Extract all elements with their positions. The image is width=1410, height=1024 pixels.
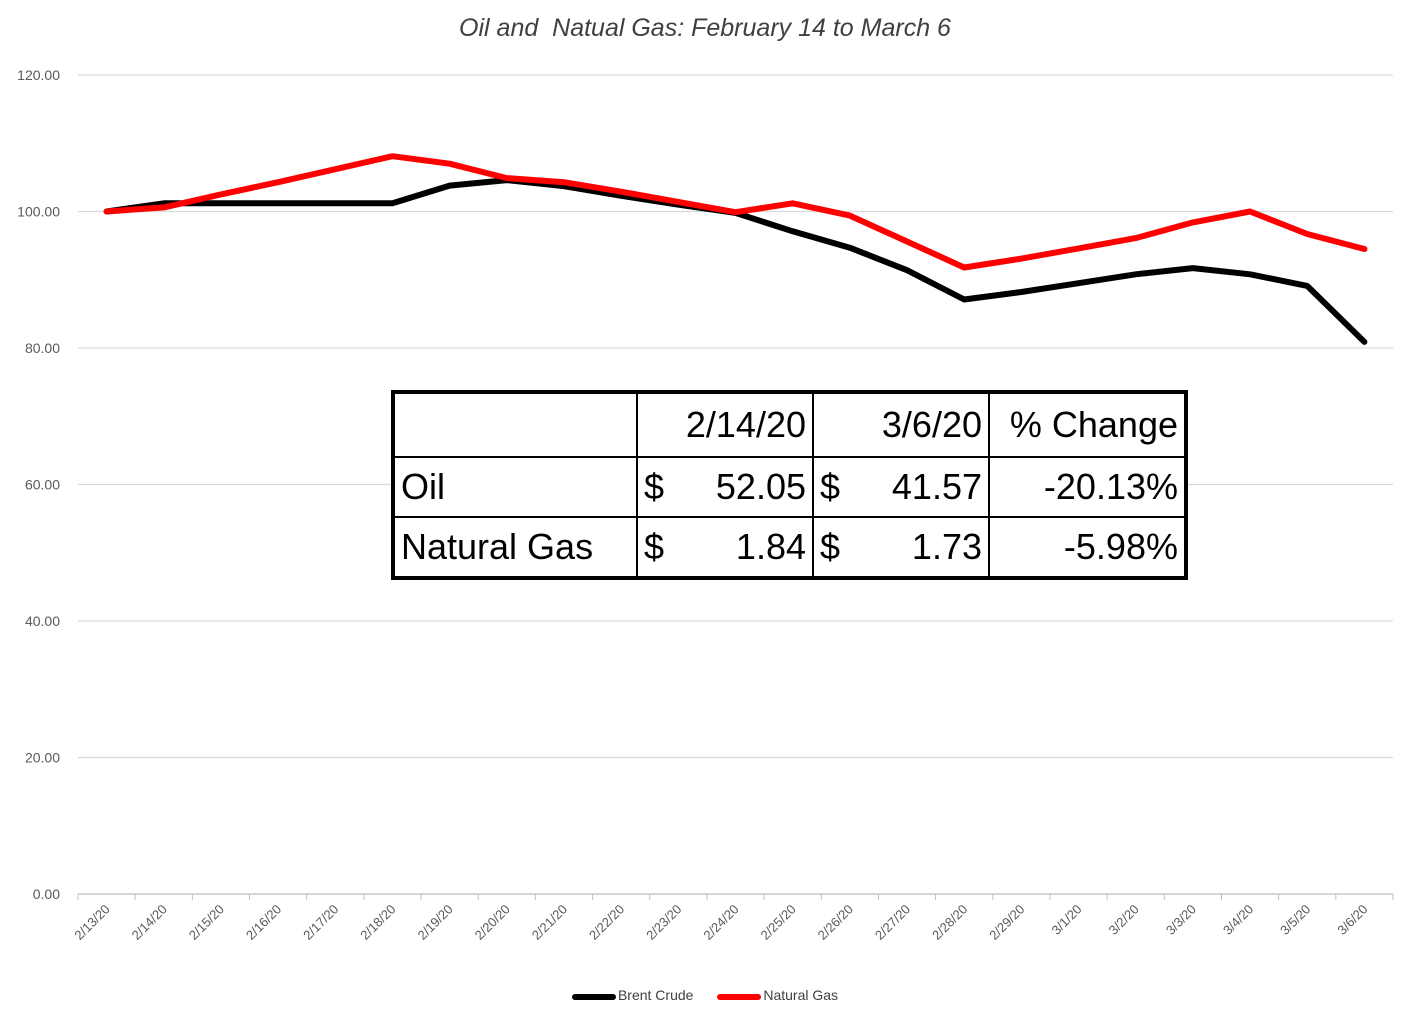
end-price-cell: $41.57 [812, 456, 990, 518]
start-price: 52.05 [715, 466, 806, 507]
table-header-cell [392, 391, 638, 458]
x-tick-label: 3/1/20 [1048, 902, 1084, 938]
x-tick-label: 2/19/20 [414, 902, 455, 943]
series-line-brent-crude [103, 177, 1368, 345]
x-tick-label: 2/13/20 [71, 902, 112, 943]
x-tick-label: 3/4/20 [1220, 902, 1256, 938]
currency-symbol: $ [644, 526, 665, 567]
percent-change-cell: -5.98% [988, 516, 1187, 579]
x-tick-label: 2/26/20 [815, 902, 856, 943]
table-row: Oil $52.05 $41.57 -20.13% [392, 456, 1187, 518]
chart-title: Oil and Natual Gas: February 14 to March… [459, 14, 951, 42]
x-tick-label: 3/3/20 [1163, 902, 1199, 938]
series-lines [103, 153, 1368, 345]
x-tick-label: 3/6/20 [1334, 902, 1370, 938]
start-price-cell: $52.05 [636, 456, 814, 518]
end-price: 41.57 [891, 466, 982, 507]
x-tick-label: 2/23/20 [643, 902, 684, 943]
legend-item-natural-gas: Natural Gas [717, 987, 838, 1003]
y-tick-label: 40.00 [25, 613, 60, 629]
row-label: Oil [392, 456, 638, 518]
x-tick-label: 3/5/20 [1277, 902, 1313, 938]
y-tick-label: 0.00 [33, 886, 60, 902]
y-tick-label: 20.00 [25, 750, 60, 766]
percent-change-cell: -20.13% [988, 456, 1187, 518]
x-tick-label: 2/27/20 [872, 902, 913, 943]
y-tick-label: 100.00 [17, 204, 60, 220]
end-price-cell: $1.73 [812, 516, 990, 579]
x-tick-label: 2/24/20 [700, 902, 741, 943]
legend-label: Brent Crude [617, 987, 694, 1004]
legend-swatch [717, 993, 762, 1000]
x-axis-tick-labels: 2/13/20 2/14/20 2/15/20 2/16/20 2/17/20 2/18/… [71, 894, 1394, 943]
x-tick-label: 2/25/20 [758, 902, 799, 943]
legend-swatch [571, 993, 616, 1000]
row-label: Natural Gas [392, 516, 638, 579]
x-tick-label: 2/28/20 [929, 902, 970, 943]
x-tick-label: 2/20/20 [472, 902, 513, 943]
y-tick-label: 80.00 [25, 340, 60, 356]
table-row: Natural Gas $1.84 $1.73 -5.98% [392, 516, 1187, 579]
y-axis-tick-labels: 0.00 20.00 40.00 60.00 80.00 100.00 120.00 [17, 67, 60, 902]
legend-item-brent-crude: Brent Crude [571, 987, 694, 1004]
currency-symbol: $ [820, 526, 841, 567]
x-tick-label: 2/16/20 [243, 902, 284, 943]
x-tick-label: 2/18/20 [357, 902, 398, 943]
y-tick-label: 120.00 [17, 67, 60, 83]
table-header-cell: 3/6/20 [812, 391, 990, 458]
legend-label: Natural Gas [763, 987, 839, 1004]
summary-table: 2/14/20 3/6/20 % Change Oil $52.05 $41.5… [391, 390, 1188, 580]
x-tick-label: 2/29/20 [986, 902, 1027, 943]
currency-symbol: $ [820, 466, 841, 507]
chart-legend: Brent Crude Natural Gas [0, 986, 1410, 1003]
table-header-row: 2/14/20 3/6/20 % Change [392, 391, 1187, 458]
x-tick-label: 2/21/20 [529, 902, 570, 943]
table-header-cell: 2/14/20 [636, 391, 814, 458]
currency-symbol: $ [644, 466, 665, 507]
x-tick-label: 2/14/20 [129, 902, 170, 943]
end-price: 1.73 [911, 526, 982, 567]
x-tick-label: 2/17/20 [300, 902, 341, 943]
x-tick-label: 3/2/20 [1106, 902, 1142, 938]
y-tick-label: 60.00 [25, 477, 60, 493]
series-line-natural-gas [103, 153, 1368, 271]
table-header-cell: % Change [988, 391, 1187, 458]
x-tick-label: 2/22/20 [586, 902, 627, 943]
x-tick-label: 2/15/20 [186, 902, 227, 943]
start-price: 1.84 [735, 526, 806, 567]
start-price-cell: $1.84 [636, 516, 814, 579]
